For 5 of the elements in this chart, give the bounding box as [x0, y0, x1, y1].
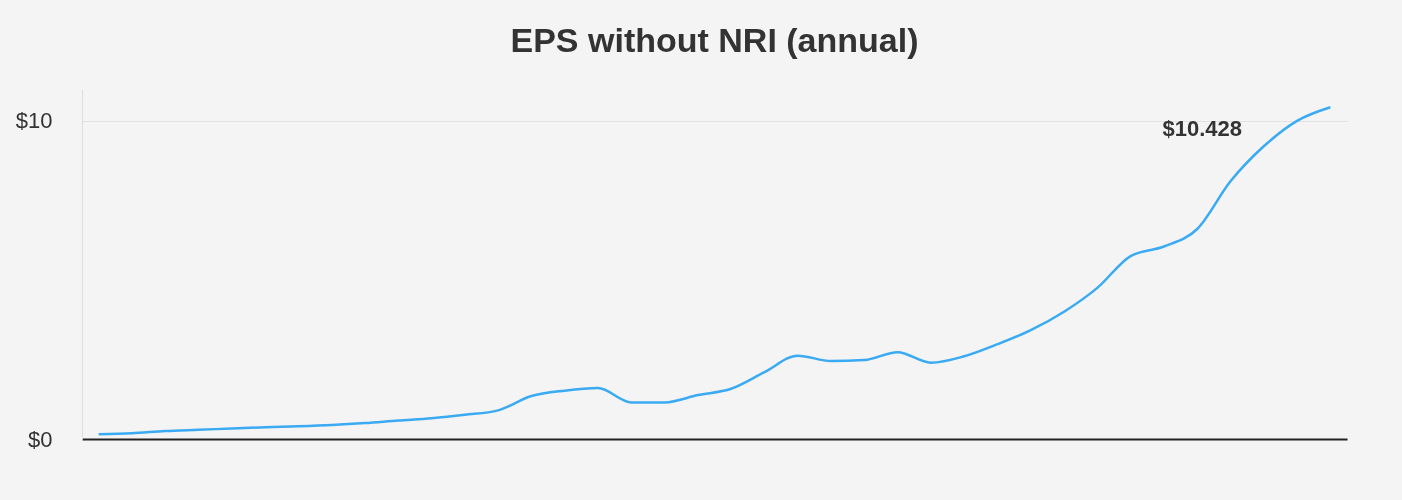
y-tick-label: $10 — [15, 108, 53, 134]
annotation: $10.428 — [1162, 116, 1242, 141]
chart-title: EPS without NRI (annual) — [510, 21, 919, 59]
line-series — [97, 105, 1332, 436]
y-tick-label: $0 — [28, 426, 53, 452]
